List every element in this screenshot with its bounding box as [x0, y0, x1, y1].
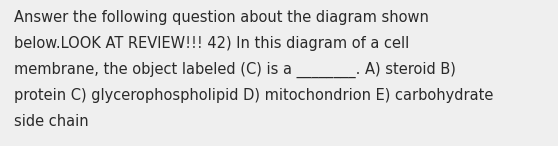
- Text: protein C) glycerophospholipid D) mitochondrion E) carbohydrate: protein C) glycerophospholipid D) mitoch…: [14, 88, 493, 103]
- Text: Answer the following question about the diagram shown: Answer the following question about the …: [14, 10, 429, 25]
- Text: side chain: side chain: [14, 114, 89, 129]
- Text: membrane, the object labeled (C) is a ________. A) steroid B): membrane, the object labeled (C) is a __…: [14, 62, 456, 78]
- Text: below.LOOK AT REVIEW!!! 42) In this diagram of a cell: below.LOOK AT REVIEW!!! 42) In this diag…: [14, 36, 409, 51]
